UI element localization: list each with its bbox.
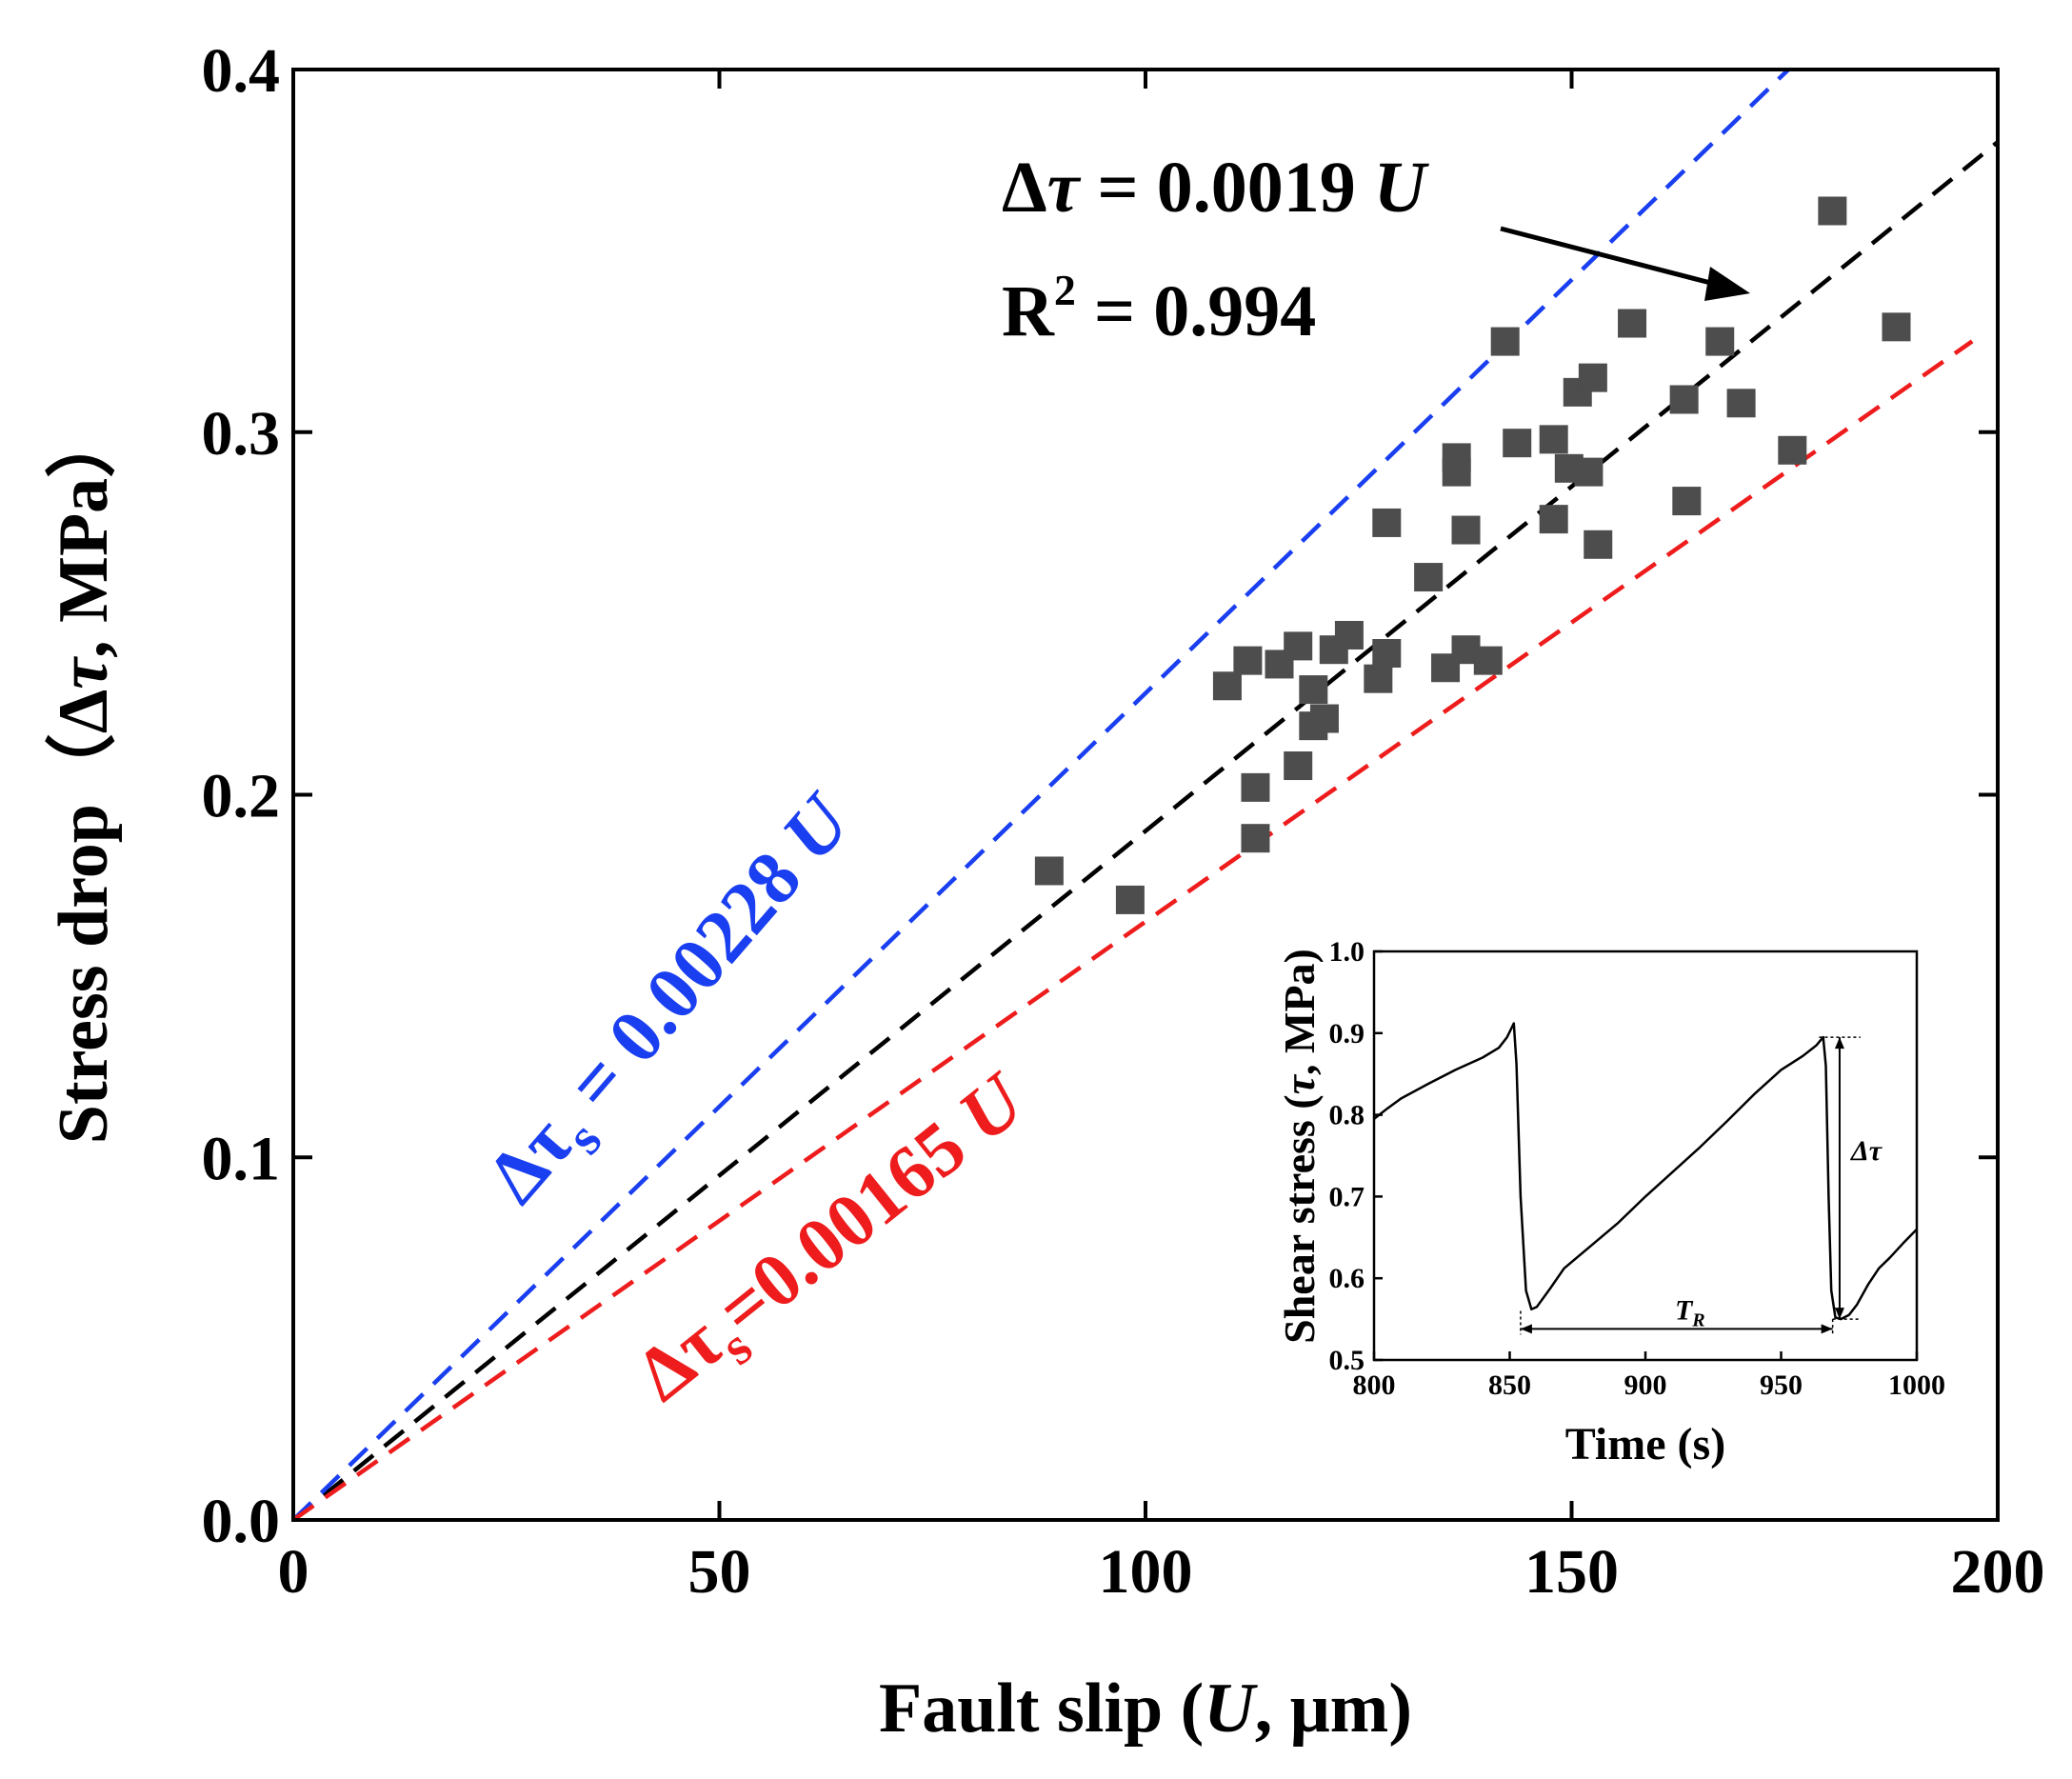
data-point [1672, 487, 1702, 516]
data-point [1241, 772, 1270, 802]
data-point [1618, 309, 1647, 338]
bound-line-blue [291, 68, 1790, 1522]
data-point [1115, 885, 1145, 914]
x-tick-label: 0 [278, 1537, 309, 1607]
data-point [1451, 515, 1481, 545]
inset-shear-stress-curve [1373, 1022, 1918, 1321]
data-point [1574, 457, 1604, 487]
data-point [1299, 675, 1328, 705]
data-point [1818, 196, 1847, 226]
annotation-arrow-shaft [1500, 226, 1723, 289]
annotation-arrow-head [1704, 267, 1750, 301]
y-tick-label: 0.1 [202, 1124, 281, 1193]
inset-frame [1372, 949, 1919, 1362]
x-tick-label: 150 [1524, 1537, 1619, 1607]
x-tick-label: 100 [1099, 1537, 1193, 1607]
data-point [1334, 620, 1364, 650]
y-tick-label: 0.0 [202, 1487, 281, 1556]
data-point [1364, 664, 1393, 693]
inset-drop-arrowhead-top [1834, 1037, 1844, 1049]
data-point [1882, 312, 1911, 342]
x-axis-label: Fault slip (U, μm) [879, 1669, 1412, 1748]
inset-y-tick-label: 0.5 [1329, 1345, 1365, 1376]
data-point [1584, 530, 1613, 559]
data-point [1778, 435, 1807, 465]
data-point [1503, 429, 1532, 458]
data-point [1705, 327, 1735, 356]
inset-x-tick-label: 1000 [1888, 1369, 1945, 1401]
inset-y-tick-label: 0.7 [1329, 1181, 1365, 1212]
x-tick-label: 50 [688, 1537, 751, 1607]
data-point [1309, 704, 1339, 733]
data-point [1442, 457, 1471, 487]
y-axis-label: Stress drop（Δτ, MPa） [45, 408, 123, 1144]
data-point [1212, 671, 1242, 701]
bound-line-red [291, 339, 1974, 1522]
data-point [1233, 646, 1263, 675]
data-point [1284, 631, 1313, 661]
y-tick-label: 0.3 [202, 399, 281, 469]
inset-period-arrowhead-right [1821, 1324, 1833, 1334]
inset-x-tick-label: 900 [1624, 1369, 1667, 1401]
inset-drop-label: Δτ [1850, 1135, 1883, 1167]
fit-r-squared: R2 = 0.994 [1002, 266, 1316, 351]
inset-x-tick-label: 950 [1760, 1369, 1803, 1401]
inset-y-tick-label: 1.0 [1329, 936, 1365, 968]
y-tick-label: 0.4 [202, 36, 281, 106]
data-point [1539, 505, 1568, 534]
fit-equation: Δτ = 0.0019 U [1002, 148, 1430, 228]
inset-y-tick-label: 0.9 [1329, 1018, 1365, 1049]
inset-x-tick-label: 800 [1353, 1369, 1396, 1401]
data-point [1241, 824, 1270, 853]
data-point [1473, 646, 1503, 675]
inset-y-axis-label: Shear stress (τ, MPa) [1275, 949, 1324, 1344]
fit-line-black [291, 140, 2000, 1522]
blue-line-equation: Δτs = 0.00228 U [471, 777, 879, 1228]
data-point [1726, 389, 1756, 418]
y-tick-label: 0.2 [202, 762, 281, 831]
inset-period-arrowhead-left [1520, 1324, 1532, 1334]
data-point [1578, 363, 1607, 392]
x-tick-label: 200 [1951, 1537, 2045, 1607]
data-point [1669, 385, 1699, 414]
data-point [1372, 508, 1402, 537]
inset-period-label: TR [1675, 1294, 1705, 1330]
data-point [1034, 856, 1064, 886]
data-point [1490, 327, 1520, 356]
data-point [1284, 751, 1313, 781]
inset-x-tick-label: 850 [1488, 1369, 1531, 1401]
inset-y-tick-label: 0.8 [1329, 1100, 1365, 1131]
inset-x-axis-label: Time (s) [1565, 1419, 1725, 1469]
data-point [1372, 639, 1402, 669]
data-point [1414, 563, 1444, 592]
inset-y-tick-label: 0.6 [1329, 1263, 1365, 1294]
data-point [1539, 425, 1568, 454]
inset-drop-arrowhead-bottom [1834, 1308, 1844, 1320]
